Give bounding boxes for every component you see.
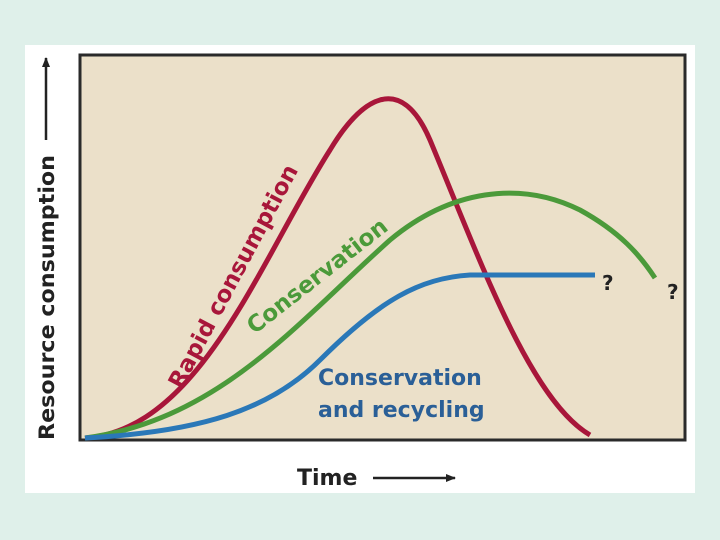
rapid-consumption-curve: [84, 96, 592, 441]
conservation-curve: [84, 190, 658, 441]
recycling-curve: [84, 272, 595, 441]
curve-label: and recycling: [318, 398, 485, 423]
curve-label: Conservation: [318, 366, 482, 391]
unknown-marker: ?: [602, 271, 614, 295]
y-axis-label: Resource consumption: [35, 155, 59, 440]
x-axis-label: Time: [297, 466, 357, 491]
unknown-marker: ?: [667, 280, 679, 304]
